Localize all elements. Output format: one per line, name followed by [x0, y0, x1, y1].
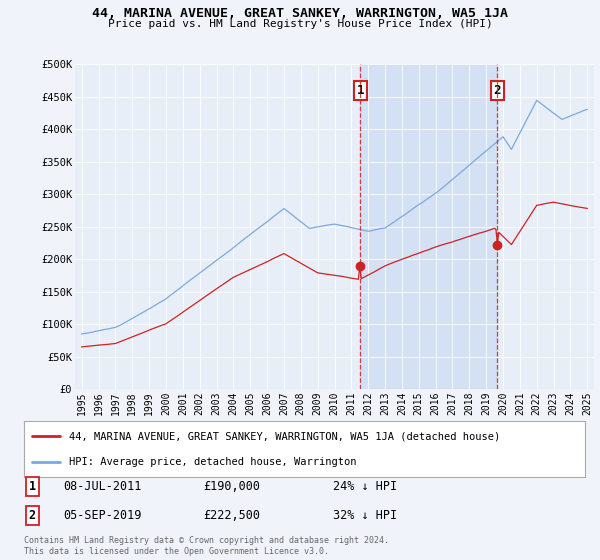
Bar — [361, 64, 497, 389]
Text: £222,500: £222,500 — [203, 508, 260, 522]
Text: 2: 2 — [494, 84, 501, 97]
Text: 08-JUL-2011: 08-JUL-2011 — [63, 480, 142, 493]
Text: Price paid vs. HM Land Registry's House Price Index (HPI): Price paid vs. HM Land Registry's House … — [107, 19, 493, 29]
Text: HPI: Average price, detached house, Warrington: HPI: Average price, detached house, Warr… — [69, 457, 356, 467]
Text: 24% ↓ HPI: 24% ↓ HPI — [332, 480, 397, 493]
Text: 05-SEP-2019: 05-SEP-2019 — [63, 508, 142, 522]
Text: Contains HM Land Registry data © Crown copyright and database right 2024.
This d: Contains HM Land Registry data © Crown c… — [24, 536, 389, 556]
Text: 1: 1 — [357, 84, 364, 97]
Text: 1: 1 — [29, 480, 36, 493]
Text: 2: 2 — [29, 508, 36, 522]
Text: 44, MARINA AVENUE, GREAT SANKEY, WARRINGTON, WA5 1JA: 44, MARINA AVENUE, GREAT SANKEY, WARRING… — [92, 7, 508, 20]
Text: 32% ↓ HPI: 32% ↓ HPI — [332, 508, 397, 522]
Text: £190,000: £190,000 — [203, 480, 260, 493]
Text: 44, MARINA AVENUE, GREAT SANKEY, WARRINGTON, WA5 1JA (detached house): 44, MARINA AVENUE, GREAT SANKEY, WARRING… — [69, 431, 500, 441]
